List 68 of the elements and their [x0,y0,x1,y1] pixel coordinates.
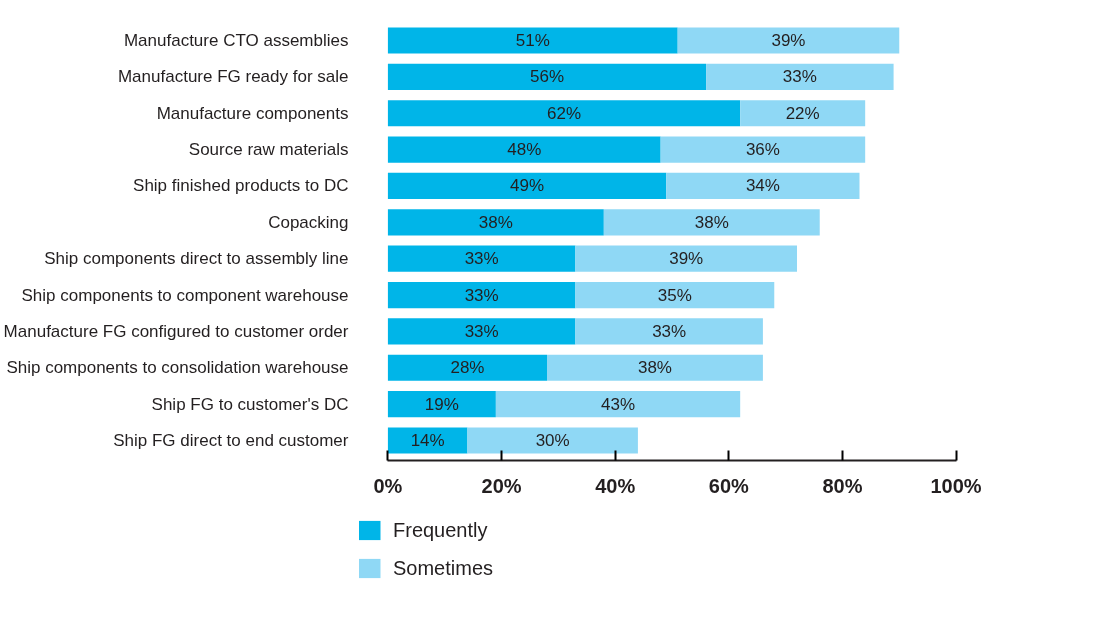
y-tick-label: Ship components to consolidation warehouse [6,358,349,378]
bar [666,172,860,200]
legend-label: Frequently [393,518,488,542]
y-tick-label: Ship components to component warehouse [21,285,349,305]
data-label: 36% [745,140,780,160]
bar [387,209,604,236]
y-tick-label: Ship FG to customer's DC [151,394,349,414]
data-label: 28% [450,358,485,378]
y-tick-label: Source raw materials [188,140,349,160]
x-tick-label: 20% [481,474,522,497]
bar [387,27,678,54]
bar [740,100,866,127]
data-label: 35% [657,285,692,305]
bar [467,427,638,454]
data-label: 38% [637,358,672,378]
bar [387,136,661,163]
data-label: 49% [510,176,545,196]
bar [660,136,866,163]
data-label: 38% [694,212,729,232]
data-label: 33% [464,321,499,341]
bar [387,281,576,309]
bar [575,281,775,309]
x-tick-label: 100% [930,474,982,497]
data-label: 56% [529,67,565,87]
y-tick-label: Manufacture CTO assemblies [123,31,349,50]
data-label: 19% [424,394,459,414]
bar [387,245,576,272]
data-label: 30% [535,431,570,450]
data-label: 43% [601,394,636,414]
legend-label: Sometimes [393,556,494,580]
data-label: 33% [782,67,817,87]
y-tick-label: Copacking [268,212,349,232]
y-tick-label: Ship FG direct to end customer [113,431,349,450]
data-label: 33% [464,285,499,305]
data-label: 39% [771,31,806,50]
y-tick-label: Manufacture FG configured to customer order [3,321,349,341]
data-label: 14% [410,431,445,450]
bar [575,318,763,345]
bar [387,354,547,381]
bar [547,354,763,381]
bar [706,63,894,90]
bar [387,318,576,345]
y-tick-label: Ship components direct to assembly line [44,249,349,269]
y-tick-label: Manufacture FG ready for sale [117,67,349,87]
x-tick-label: 80% [822,474,863,497]
y-tick-label: Manufacture components [156,103,349,123]
bar [575,245,797,272]
x-tick-label: 40% [595,474,636,497]
data-label: 33% [652,321,687,341]
bar [495,391,741,418]
data-label: 33% [464,249,499,269]
data-label: 39% [669,249,704,269]
data-label: 38% [478,212,513,232]
bar [677,27,900,54]
data-label: 62% [547,103,582,123]
x-tick-label: 60% [708,474,750,497]
bar [387,63,707,90]
data-label: 34% [745,176,780,196]
bar [603,209,820,236]
bar [387,172,667,200]
x-tick-label: 0% [373,474,403,497]
bar [387,427,468,454]
data-label: 48% [507,140,542,160]
bar [387,391,496,418]
data-label: 51% [515,31,550,50]
y-tick-label: Ship finished products to DC [133,176,349,196]
bar [387,100,741,127]
data-label: 22% [785,103,820,123]
